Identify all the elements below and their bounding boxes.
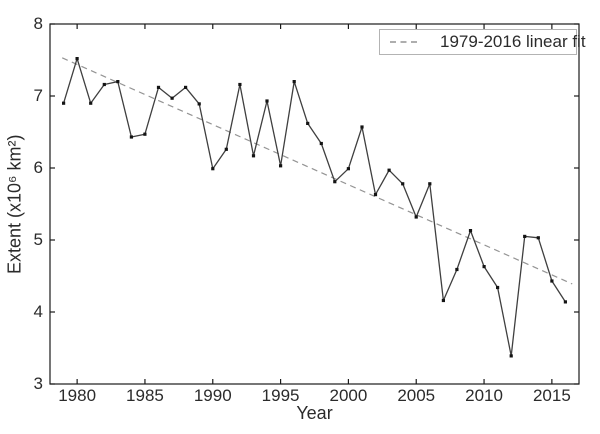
data-point-1997 bbox=[306, 121, 310, 125]
data-point-2015 bbox=[550, 279, 554, 283]
data-point-2010 bbox=[482, 265, 486, 269]
data-point-2006 bbox=[428, 182, 432, 186]
data-point-1983 bbox=[116, 80, 120, 84]
data-point-1984 bbox=[129, 135, 133, 139]
data-point-1989 bbox=[197, 102, 201, 106]
legend-label: 1979-2016 linear fit bbox=[440, 32, 586, 51]
data-point-1991 bbox=[224, 147, 228, 151]
data-point-2001 bbox=[360, 125, 364, 129]
data-point-1982 bbox=[102, 82, 106, 87]
x-axis-label: Year bbox=[296, 403, 333, 423]
legend: 1979-2016 linear fit bbox=[379, 29, 586, 55]
data-point-1990 bbox=[211, 167, 215, 171]
x-tick-label: 1980 bbox=[58, 386, 96, 405]
data-point-1993 bbox=[251, 154, 256, 158]
data-point-2014 bbox=[536, 236, 540, 240]
y-tick-label: 4 bbox=[34, 302, 43, 321]
data-point-2005 bbox=[414, 215, 418, 219]
y-tick-label: 3 bbox=[34, 374, 43, 393]
y-axis-label: Extent (x10⁶ km²) bbox=[4, 134, 25, 274]
data-point-2011 bbox=[496, 285, 500, 290]
dashed-line-sample-icon bbox=[390, 41, 420, 43]
x-tick-label: 2010 bbox=[465, 386, 503, 405]
y-tick-label: 8 bbox=[34, 14, 43, 33]
data-point-2016 bbox=[563, 300, 567, 304]
data-point-2004 bbox=[401, 182, 405, 186]
data-point-2000 bbox=[346, 167, 350, 171]
data-point-1988 bbox=[184, 85, 188, 89]
x-tick-label: 2000 bbox=[329, 386, 367, 405]
data-point-1999 bbox=[333, 180, 337, 184]
y-tick-label: 5 bbox=[34, 230, 43, 249]
data-point-1979 bbox=[62, 101, 66, 105]
data-point-1980 bbox=[75, 57, 79, 61]
y-tick-label: 6 bbox=[34, 158, 43, 177]
data-point-2003 bbox=[387, 168, 391, 172]
data-point-1985 bbox=[143, 132, 147, 136]
data-point-2012 bbox=[509, 354, 513, 358]
data-point-1996 bbox=[292, 80, 296, 84]
linear-fit-line bbox=[61, 57, 573, 285]
data-point-2007 bbox=[441, 298, 445, 303]
data-point-2013 bbox=[523, 234, 527, 238]
x-tick-label: 1995 bbox=[262, 386, 300, 405]
y-tick-label: 7 bbox=[34, 86, 43, 105]
data-point-1992 bbox=[238, 82, 242, 87]
data-point-2009 bbox=[468, 229, 473, 233]
data-point-2008 bbox=[455, 267, 459, 272]
x-tick-label: 1990 bbox=[194, 386, 232, 405]
data-point-1998 bbox=[319, 141, 323, 146]
extent-line bbox=[62, 57, 566, 357]
data-point-1986 bbox=[156, 85, 161, 89]
plot-border bbox=[49, 23, 580, 385]
data-point-1995 bbox=[279, 164, 283, 168]
data-point-1981 bbox=[89, 101, 93, 105]
x-tick-label: 1985 bbox=[126, 386, 164, 405]
data-point-1994 bbox=[265, 99, 269, 103]
x-tick-label: 2005 bbox=[397, 386, 435, 405]
data-point-2002 bbox=[373, 193, 378, 197]
x-tick-label: 2015 bbox=[533, 386, 571, 405]
data-point-1987 bbox=[170, 96, 174, 100]
